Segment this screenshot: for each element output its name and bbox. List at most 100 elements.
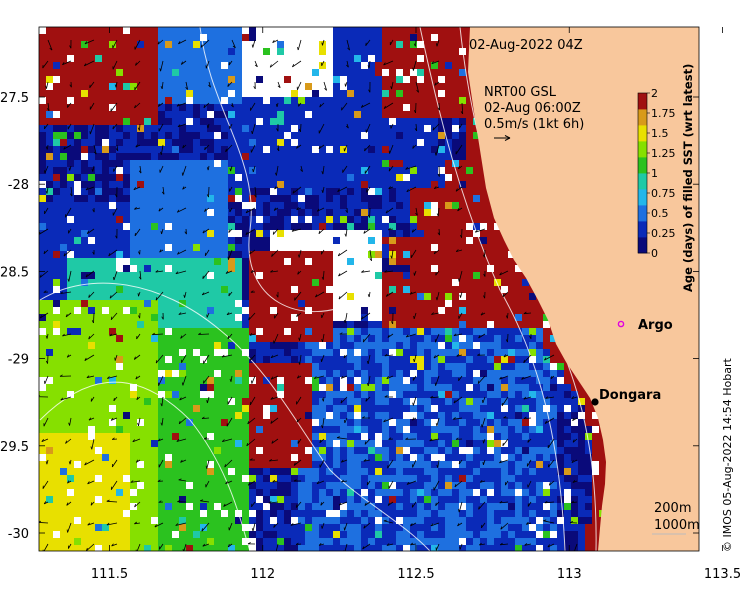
sst-cell <box>459 412 467 420</box>
sst-cell <box>88 454 96 462</box>
sst-cell <box>95 468 103 476</box>
sst-cell <box>242 202 250 210</box>
sst-cell <box>529 440 537 448</box>
sst-cell <box>529 356 537 364</box>
sst-cell <box>123 251 131 259</box>
sst-cell <box>438 503 446 511</box>
sst-cell <box>494 370 502 378</box>
sst-cell <box>46 97 54 105</box>
sst-cell <box>95 503 103 511</box>
sst-cell <box>228 90 236 98</box>
sst-cell <box>368 272 376 280</box>
sst-cell <box>452 461 460 469</box>
sst-cell <box>102 363 110 371</box>
sst-cell <box>109 188 117 196</box>
sst-cell <box>508 419 516 427</box>
sst-cell <box>417 153 425 161</box>
sst-cell <box>298 104 306 112</box>
sst-cell <box>424 188 432 196</box>
sst-cell <box>347 265 355 273</box>
sst-cell <box>116 118 124 126</box>
sst-cell <box>144 496 152 504</box>
sst-cell <box>39 111 47 119</box>
sst-cell <box>424 328 432 336</box>
sst-cell <box>445 412 453 420</box>
sst-cell <box>333 167 341 175</box>
sst-cell <box>368 475 376 483</box>
sst-cell <box>123 153 131 161</box>
sst-cell <box>368 62 376 70</box>
sst-cell <box>529 461 537 469</box>
sst-cell <box>389 503 397 511</box>
sst-cell <box>95 111 103 119</box>
sst-cell <box>599 482 607 490</box>
sst-cell <box>459 489 467 497</box>
sst-cell <box>291 468 299 476</box>
sst-cell <box>417 503 425 511</box>
sst-cell <box>508 377 516 385</box>
sst-cell <box>284 377 292 385</box>
sst-cell <box>116 258 124 266</box>
sst-cell <box>291 279 299 287</box>
sst-cell <box>256 307 264 315</box>
sst-cell <box>256 342 264 350</box>
sst-cell <box>172 503 180 511</box>
sst-cell <box>354 195 362 203</box>
sst-cell <box>298 433 306 441</box>
sst-cell <box>557 349 565 357</box>
sst-cell <box>186 34 194 42</box>
sst-cell <box>39 426 47 434</box>
sst-cell <box>81 34 89 42</box>
sst-cell <box>158 489 166 497</box>
sst-cell <box>487 461 495 469</box>
sst-cell <box>39 279 47 287</box>
sst-cell <box>459 244 467 252</box>
sst-cell <box>403 195 411 203</box>
sst-cell <box>326 48 334 56</box>
sst-cell <box>445 426 453 434</box>
sst-cell <box>410 27 418 35</box>
sst-cell <box>312 370 320 378</box>
sst-cell <box>137 482 145 490</box>
sst-cell <box>298 461 306 469</box>
sst-cell <box>130 111 138 119</box>
sst-cell <box>319 279 327 287</box>
sst-cell <box>270 139 278 147</box>
sst-cell <box>354 377 362 385</box>
sst-cell <box>536 468 544 476</box>
sst-cell <box>375 363 383 371</box>
sst-cell <box>193 272 201 280</box>
sst-cell <box>459 279 467 287</box>
sst-cell <box>291 41 299 49</box>
sst-cell <box>109 90 117 98</box>
sst-cell <box>67 349 75 357</box>
sst-cell <box>102 307 110 315</box>
sst-cell <box>529 475 537 483</box>
sst-cell <box>417 167 425 175</box>
sst-cell <box>410 118 418 126</box>
sst-cell <box>256 27 264 35</box>
sst-cell <box>417 111 425 119</box>
sst-cell <box>235 118 243 126</box>
sst-cell <box>417 55 425 63</box>
sst-cell <box>410 69 418 77</box>
sst-cell <box>452 216 460 224</box>
sst-cell <box>431 503 439 511</box>
sst-cell <box>151 209 159 217</box>
sst-cell <box>410 153 418 161</box>
sst-cell <box>305 335 313 343</box>
sst-cell <box>410 62 418 70</box>
sst-cell <box>74 440 82 448</box>
sst-cell <box>424 69 432 77</box>
sst-cell <box>277 209 285 217</box>
sst-cell <box>312 41 320 49</box>
sst-cell <box>298 111 306 119</box>
sst-cell <box>557 503 565 511</box>
sst-cell <box>228 237 236 245</box>
sst-cell <box>389 62 397 70</box>
sst-cell <box>403 489 411 497</box>
sst-cell <box>487 314 495 322</box>
sst-cell <box>207 251 215 259</box>
sst-cell <box>95 300 103 308</box>
sst-cell <box>375 454 383 462</box>
